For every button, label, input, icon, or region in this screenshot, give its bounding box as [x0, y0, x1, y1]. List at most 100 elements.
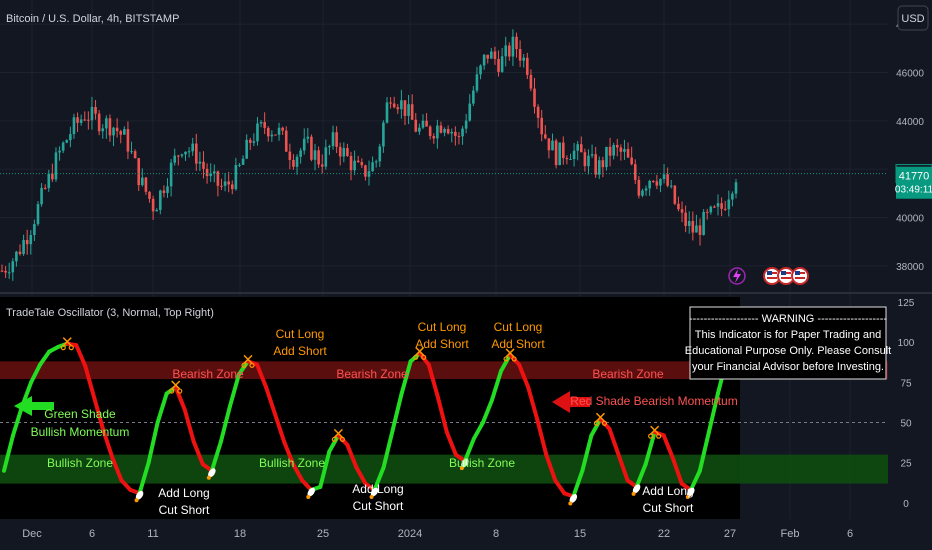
candle-body	[536, 106, 540, 118]
candle-body	[734, 182, 738, 194]
annotation-line: Add Long	[158, 486, 209, 500]
oscillator-segment-up	[634, 462, 648, 489]
bullish-zone-label-1: Bullish Zone	[47, 456, 113, 470]
candle-body	[101, 128, 105, 132]
price-axis[interactable]: 380004000042000440004600048000	[896, 20, 924, 273]
rocket-icon	[568, 494, 578, 506]
oscillator-segment-up	[399, 359, 413, 396]
price-tick-label: 40000	[896, 214, 924, 225]
oscillator-segment-down	[354, 465, 368, 486]
lightning-icon[interactable]	[728, 267, 746, 285]
time-tick-label: 22	[658, 528, 670, 540]
candle-body	[515, 36, 518, 50]
bullish-zone	[0, 454, 888, 484]
scissors-icon	[169, 380, 183, 394]
candle-body	[428, 126, 432, 137]
candle-body	[655, 181, 659, 186]
candle-body	[144, 177, 148, 192]
candle-body	[504, 45, 508, 57]
oscillator-tick-label: 25	[900, 459, 912, 470]
candle-body	[54, 152, 58, 180]
rocket-icon	[369, 487, 379, 500]
annotation-line: Add Long	[642, 484, 693, 498]
us-flag-icon[interactable]	[791, 267, 809, 285]
candle-body	[392, 103, 396, 108]
candle-body	[205, 168, 209, 177]
oscillator-segment-down	[300, 478, 314, 493]
oscillator-segment-down	[435, 394, 449, 435]
candle-body	[468, 103, 472, 121]
candle-body	[173, 155, 177, 163]
candle-body	[436, 125, 439, 139]
price-tick-label: 38000	[896, 262, 924, 273]
oscillator-segment-up	[209, 439, 223, 473]
candle-body	[47, 173, 51, 189]
candle-body	[184, 151, 187, 155]
candle-body	[400, 100, 403, 110]
green-note-line-2: Bullish Momentum	[31, 425, 130, 439]
candle-body	[490, 51, 493, 59]
currency-button[interactable]: USD	[897, 5, 929, 31]
candle-body	[669, 185, 673, 187]
bullish-zone-label-3: Bullish Zone	[449, 456, 515, 470]
candle-body	[97, 113, 101, 132]
annotation-cut-long-1: Cut Long Add Short	[273, 327, 327, 358]
candle-body	[691, 221, 695, 233]
candle-body	[148, 191, 151, 199]
candle-body	[716, 203, 720, 207]
candle-body	[597, 160, 601, 175]
annotation-line: Cut Short	[643, 501, 694, 515]
candle-body	[137, 158, 141, 186]
candle-body	[76, 117, 79, 123]
candle-body	[421, 120, 425, 128]
rocket-icon	[134, 490, 144, 503]
candle-body	[454, 131, 457, 136]
candle-body	[241, 158, 245, 165]
currency-button-frame[interactable]	[897, 5, 929, 31]
annotation-line: Cut Long	[276, 327, 325, 341]
scissors-icon	[413, 346, 427, 360]
oscillator-segment-up	[471, 420, 485, 441]
candle-body	[551, 140, 554, 151]
current-price-badge-frame	[896, 166, 932, 199]
warning-line-1: ------------------- WARNING ------------…	[689, 313, 887, 325]
candle-body	[497, 58, 500, 72]
candle-body	[43, 187, 47, 189]
candle-body	[522, 57, 526, 61]
time-tick-label: Dec	[22, 528, 42, 540]
candle-body	[403, 100, 407, 116]
candle-body	[209, 173, 212, 177]
warning-box-frame	[689, 306, 887, 380]
candle-body	[72, 117, 76, 135]
candle-body	[561, 142, 565, 159]
scissors-icon	[60, 337, 74, 351]
candle-body	[292, 159, 295, 167]
candle-body	[105, 118, 108, 129]
candle-body	[493, 51, 497, 59]
candle-body	[83, 119, 87, 121]
candle-body	[633, 164, 637, 180]
warning-line-4: your Financial Advisor before Investing.	[692, 361, 884, 373]
annotation-cut-long-2: Cut Long Add Short	[415, 320, 469, 351]
time-axis[interactable]: Dec 6 11 18 25 2024 8 15 22 27 Feb 6	[22, 528, 853, 540]
annotation-line: Add Short	[415, 337, 469, 351]
oscillator-segment-up	[697, 430, 711, 473]
candle-body	[659, 179, 662, 186]
candle-body	[277, 127, 281, 135]
candle-body	[698, 225, 702, 235]
candle-body	[590, 154, 594, 156]
oscillator-segment-down	[444, 430, 458, 457]
bearish-zone-label-3: Bearish Zone	[592, 367, 664, 381]
candle-body	[256, 123, 259, 142]
time-tick-label: 8	[493, 528, 499, 540]
candle-body	[346, 148, 349, 156]
oscillator-pane: TradeTale Oscillator (3, Normal, Top Rig…	[0, 297, 891, 519]
currency-button-label[interactable]: USD	[901, 13, 924, 25]
bearish-zone-label-1: Bearish Zone	[172, 367, 244, 381]
oscillator-title: TradeTale Oscillator (3, Normal, Top Rig…	[6, 307, 214, 319]
candle-body	[342, 148, 346, 157]
candle-body	[371, 162, 374, 172]
candle-body	[723, 208, 727, 210]
oscillator-axis[interactable]: 0 25 50 75 100 125	[898, 298, 915, 510]
price-pane: Bitcoin / U.S. Dollar, 4h, BITSTAMP	[0, 13, 888, 285]
